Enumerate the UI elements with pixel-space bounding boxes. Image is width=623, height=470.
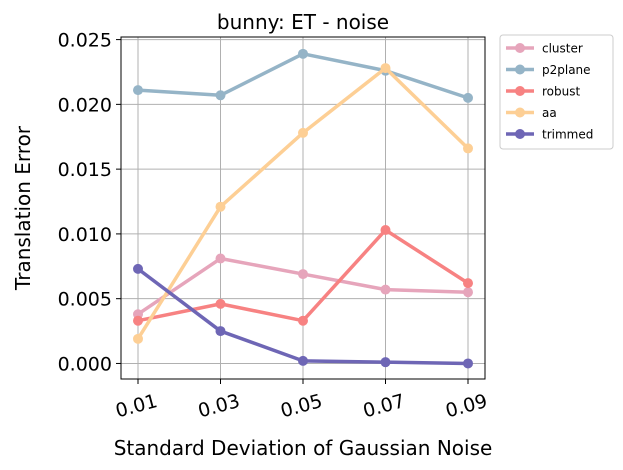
legend-item-cluster: cluster: [506, 42, 583, 56]
data-point-aa: [463, 143, 473, 154]
legend-swatch-marker: [515, 129, 525, 139]
legend-item-p2plane: p2plane: [506, 63, 591, 77]
legend-item-robust: robust: [506, 85, 580, 99]
legend-item-aa: aa: [506, 106, 557, 120]
data-point-cluster: [298, 269, 308, 280]
x-tick-label: 0.05: [278, 390, 325, 422]
legend-label: trimmed: [542, 128, 593, 142]
x-tick-label: 0.01: [113, 390, 160, 422]
grid-lines: [121, 37, 485, 379]
data-point-trimmed: [133, 263, 143, 274]
y-tick-label: 0.020: [58, 94, 112, 116]
data-point-trimmed: [215, 326, 226, 337]
data-point-cluster: [463, 287, 473, 298]
y-tick-label: 0.010: [58, 224, 112, 246]
data-point-robust: [215, 298, 226, 309]
x-tick-label: 0.09: [443, 390, 490, 422]
y-axis-ticks: 0.000 0.005 0.010 0.015 0.020 0.025: [58, 30, 121, 375]
y-tick-label: 0.000: [58, 353, 112, 375]
data-point-robust: [133, 315, 143, 326]
x-tick-label: 0.07: [361, 390, 408, 422]
data-point-robust: [298, 315, 308, 326]
data-point-aa: [215, 201, 226, 212]
legend-swatch-marker: [515, 43, 525, 53]
data-point-aa: [133, 333, 143, 344]
legend-swatch-marker: [515, 107, 525, 118]
data-point-trimmed: [298, 355, 308, 366]
y-tick-label: 0.015: [58, 159, 112, 181]
data-point-p2plane: [133, 85, 143, 96]
legend: cluster p2plane robust aa trimmed: [499, 34, 614, 150]
series-p2plane: [133, 48, 473, 103]
legend-box: [499, 34, 614, 150]
data-point-aa: [298, 127, 308, 138]
chart-title: bunny: ET - noise: [217, 10, 389, 34]
legend-label: robust: [542, 85, 580, 99]
data-point-aa: [380, 63, 391, 74]
legend-label: cluster: [542, 42, 583, 56]
y-tick-label: 0.005: [58, 289, 112, 311]
data-point-p2plane: [298, 48, 308, 59]
legend-swatch-marker: [515, 86, 525, 96]
legend-item-trimmed: trimmed: [506, 128, 593, 142]
data-point-p2plane: [215, 90, 226, 101]
data-point-cluster: [215, 253, 226, 264]
data-point-robust: [463, 278, 473, 289]
series-trimmed: [133, 263, 473, 369]
data-point-robust: [380, 225, 391, 236]
x-axis-ticks: 0.01 0.03 0.05 0.07 0.09: [113, 379, 490, 422]
data-point-trimmed: [380, 357, 391, 368]
y-tick-label: 0.025: [58, 30, 112, 52]
x-axis-label: Standard Deviation of Gaussian Noise: [114, 436, 493, 460]
x-tick-label: 0.03: [196, 390, 243, 422]
data-point-trimmed: [463, 358, 473, 369]
legend-label: aa: [542, 106, 557, 120]
legend-label: p2plane: [542, 63, 591, 77]
data-point-p2plane: [463, 92, 473, 103]
y-axis-label: Translation Error: [11, 125, 35, 291]
legend-swatch-marker: [515, 64, 525, 75]
data-point-cluster: [380, 284, 391, 295]
series-aa: [133, 63, 473, 344]
series-lines: [133, 48, 473, 369]
